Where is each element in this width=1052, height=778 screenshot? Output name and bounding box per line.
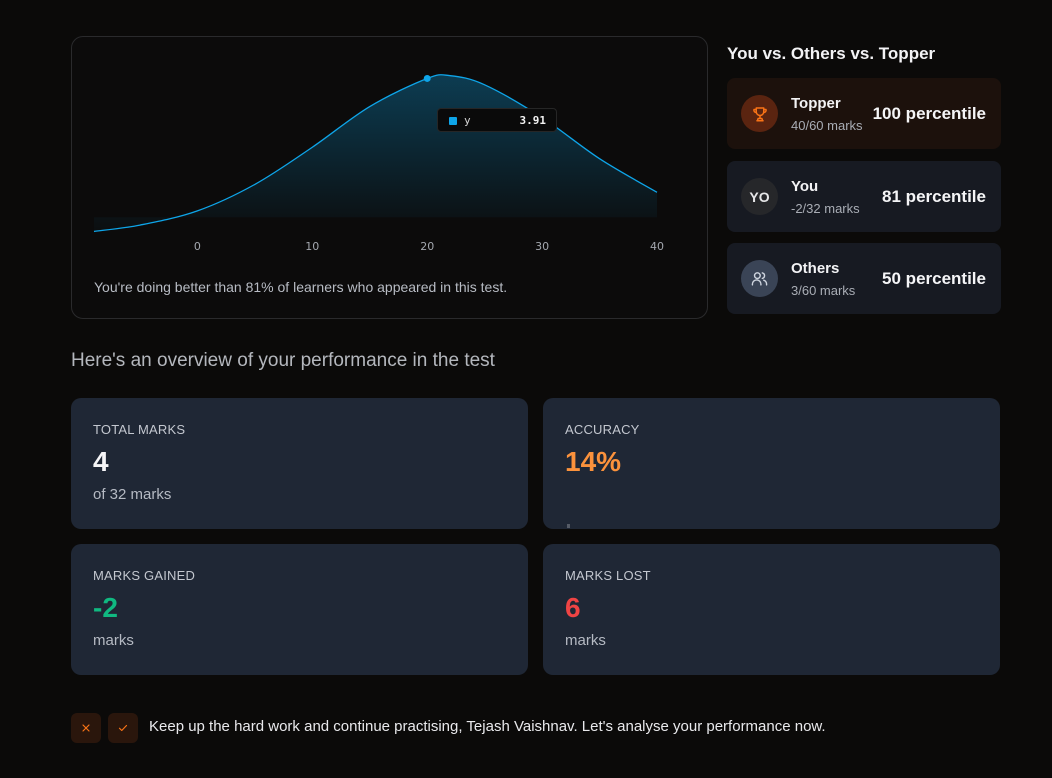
chart-tooltip: y 3.91 [437, 108, 557, 132]
distribution-chart[interactable]: 0 10 20 30 40 [72, 37, 709, 277]
others-name: Others [791, 260, 840, 277]
accuracy-indicator [567, 524, 570, 528]
marks-lost-label: MARKS LOST [565, 568, 651, 583]
marks-gained-value: -2 [93, 592, 118, 623]
check-icon [118, 724, 128, 732]
total-marks-sub: of 32 marks [93, 486, 172, 503]
others-marks: 3/60 marks [791, 283, 856, 298]
you-percentile: 81 percentile [882, 187, 986, 206]
x-tick-label: 20 [420, 240, 434, 253]
accuracy-value: 14% [565, 446, 622, 477]
tooltip-value: 3.91 [519, 114, 547, 127]
total-marks-value: 4 [93, 446, 109, 477]
accuracy-label: ACCURACY [565, 422, 640, 437]
marks-lost-sub: marks [565, 632, 606, 649]
x-tick-label: 10 [305, 240, 319, 253]
confirm-button[interactable] [108, 713, 138, 743]
marks-lost-card: MARKS LOST 6 marks [543, 544, 1000, 675]
chart-caption: You're doing better than 81% of learners… [94, 279, 508, 295]
tooltip-series-swatch [449, 117, 457, 125]
accuracy-card: ACCURACY 14% [543, 398, 1000, 529]
you-marks: -2/32 marks [791, 201, 860, 216]
topper-percentile: 100 percentile [872, 104, 986, 123]
footer-message: Keep up the hard work and continue pract… [149, 718, 826, 735]
x-tick-label: 0 [194, 240, 201, 253]
marks-gained-label: MARKS GAINED [93, 568, 196, 583]
comparison-title: You vs. Others vs. Topper [727, 44, 936, 63]
series-area [94, 74, 657, 232]
highlight-point[interactable] [423, 74, 431, 82]
topper-name: Topper [791, 95, 841, 112]
you-name: You [791, 178, 819, 195]
you-card: YO You -2/32 marks 81 percentile [727, 161, 1001, 232]
marks-lost-value: 6 [565, 592, 581, 623]
trophy-icon [752, 106, 767, 121]
you-avatar: YO [741, 178, 778, 215]
others-card: Others 3/60 marks 50 percentile [727, 243, 1001, 314]
topper-avatar [741, 95, 778, 132]
marks-gained-sub: marks [93, 632, 134, 649]
others-avatar [741, 260, 778, 297]
x-tick-label: 30 [535, 240, 549, 253]
others-percentile: 50 percentile [882, 269, 986, 288]
percentile-chart-card: 0 10 20 30 40 y 3.91 You're doing better tha… [71, 36, 708, 319]
close-icon [82, 724, 90, 732]
marks-gained-card: MARKS GAINED -2 marks [71, 544, 528, 675]
dismiss-button[interactable] [71, 713, 101, 743]
total-marks-label: TOTAL MARKS [93, 422, 186, 437]
x-tick-label: 40 [650, 240, 664, 253]
topper-card: Topper 40/60 marks 100 percentile [727, 78, 1001, 149]
topper-marks: 40/60 marks [791, 118, 863, 133]
overview-heading: Here's an overview of your performance i… [71, 350, 495, 371]
users-icon [751, 272, 768, 286]
tooltip-series-name: y [464, 114, 471, 127]
total-marks-card: TOTAL MARKS 4 of 32 marks [71, 398, 528, 529]
